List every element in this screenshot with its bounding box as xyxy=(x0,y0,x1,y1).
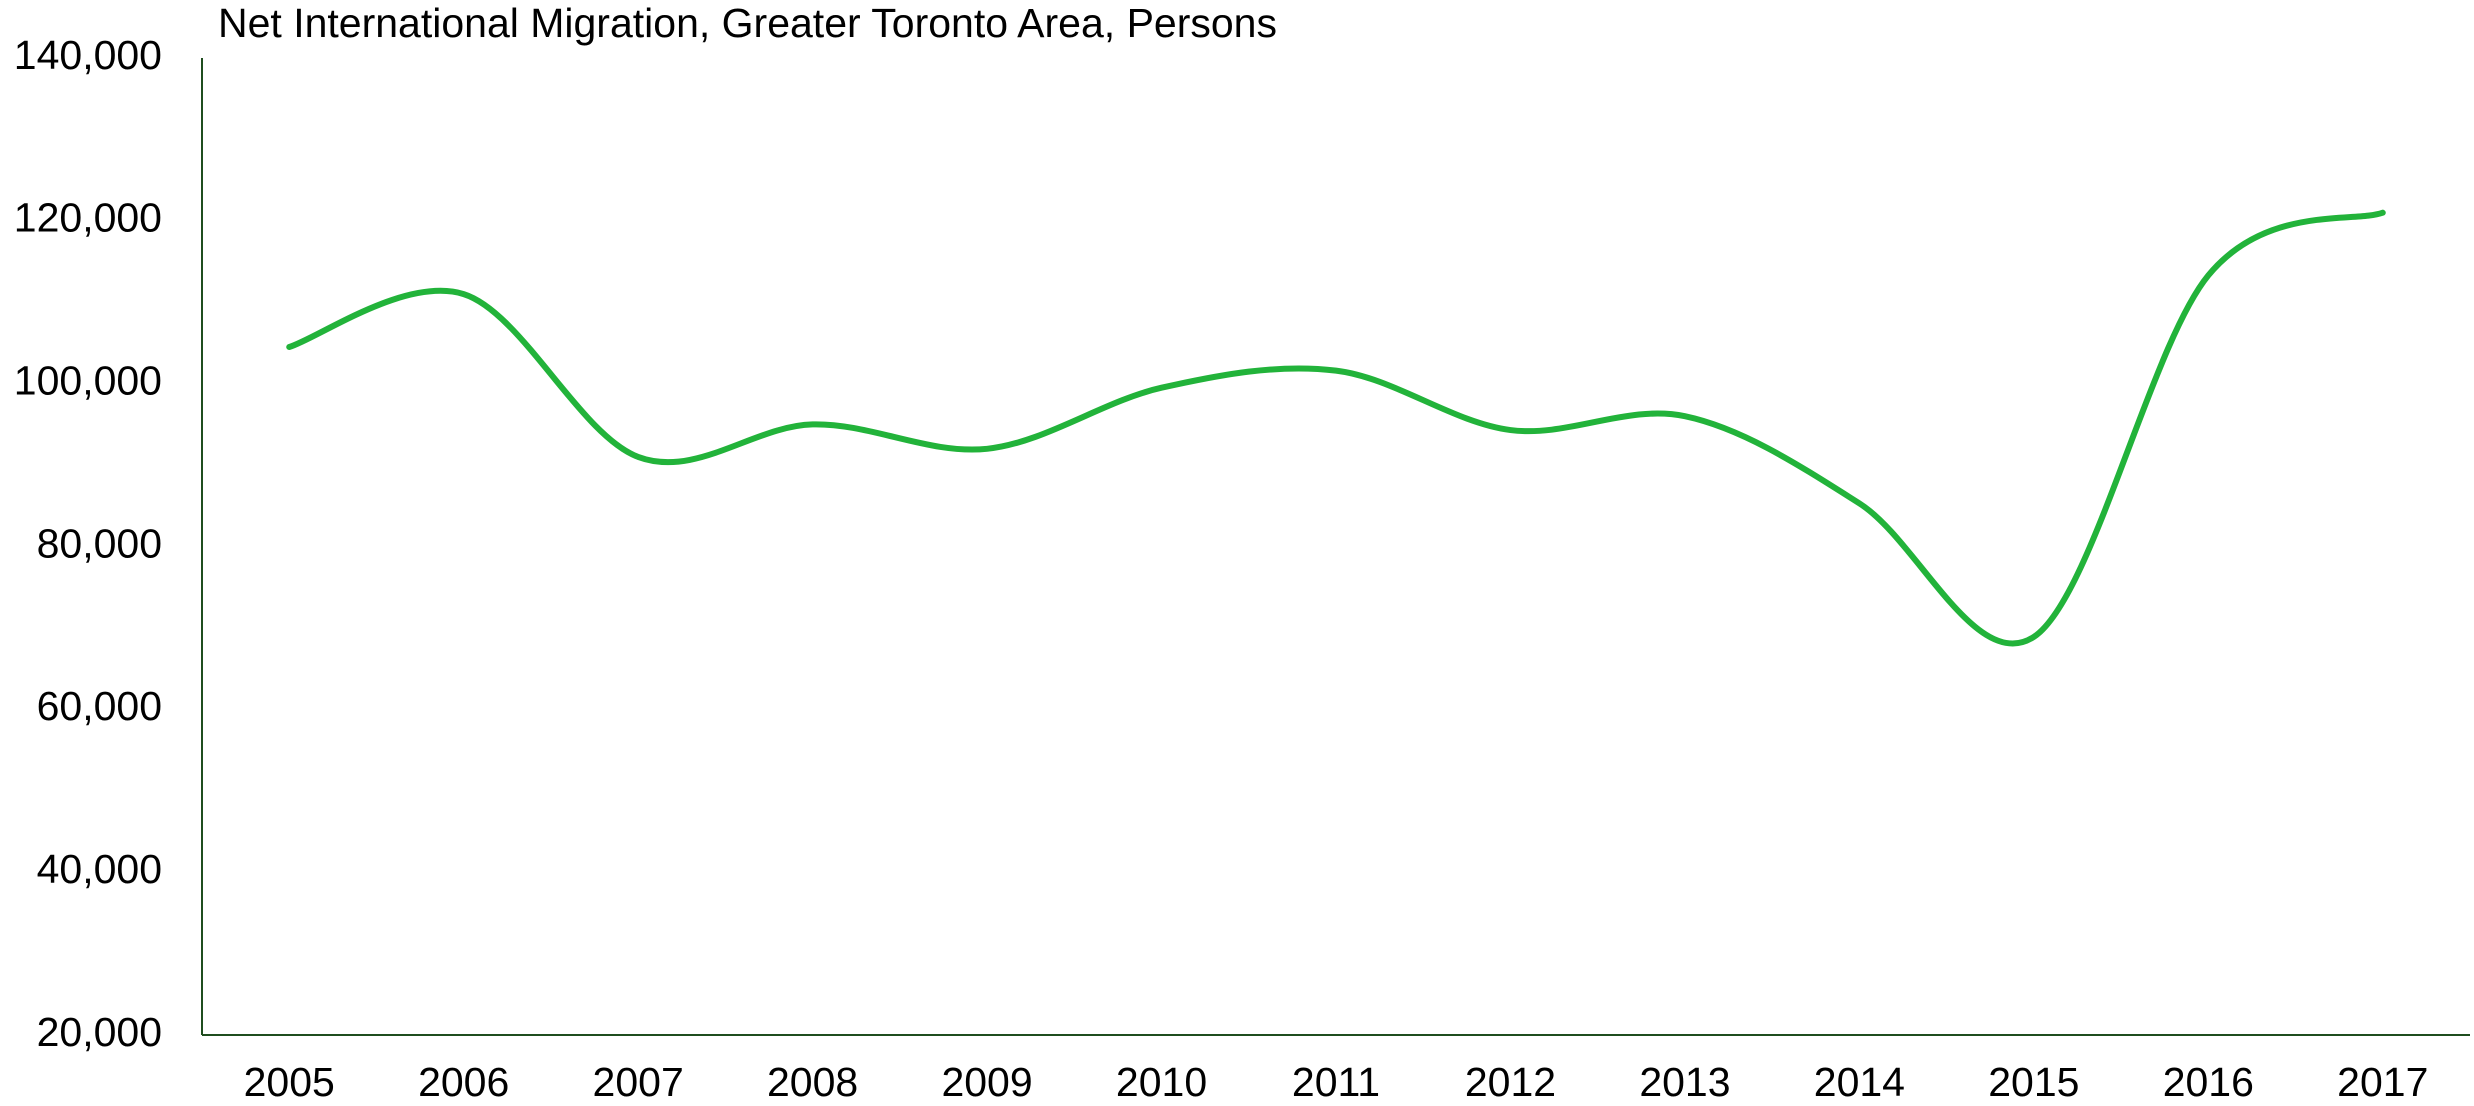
x-tick-label: 2009 xyxy=(941,1059,1032,1105)
x-tick-label: 2005 xyxy=(244,1059,335,1105)
x-tick-label: 2007 xyxy=(593,1059,684,1105)
y-tick-label: 100,000 xyxy=(14,357,162,403)
x-tick-label: 2006 xyxy=(418,1059,509,1105)
y-tick-label: 140,000 xyxy=(14,32,162,78)
x-tick-label: 2016 xyxy=(2163,1059,2254,1105)
x-tick-label: 2017 xyxy=(2337,1059,2428,1105)
y-tick-label: 120,000 xyxy=(14,195,162,241)
x-tick-label: 2010 xyxy=(1116,1059,1207,1105)
x-tick-label: 2012 xyxy=(1465,1059,1556,1105)
chart-title: Net International Migration, Greater Tor… xyxy=(218,0,1277,46)
x-tick-label: 2014 xyxy=(1814,1059,1905,1105)
y-tick-label: 40,000 xyxy=(37,846,162,892)
x-tick-label: 2013 xyxy=(1639,1059,1730,1105)
x-tick-label: 2015 xyxy=(1988,1059,2079,1105)
y-tick-label: 80,000 xyxy=(37,520,162,566)
y-tick-label: 60,000 xyxy=(37,683,162,729)
y-tick-label: 20,000 xyxy=(37,1009,162,1055)
x-tick-label: 2011 xyxy=(1292,1059,1380,1105)
line-series xyxy=(286,209,2386,647)
x-tick-label: 2008 xyxy=(767,1059,858,1105)
